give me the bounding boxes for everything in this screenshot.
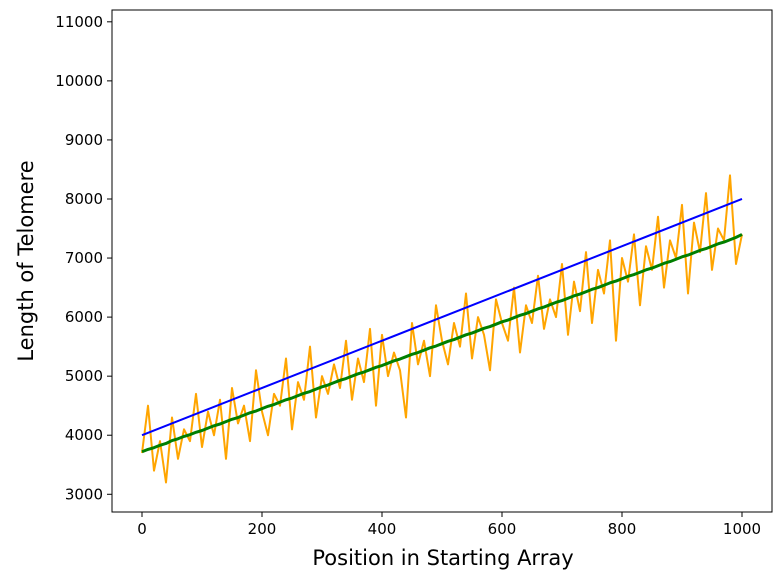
y-tick-label: 8000: [65, 190, 103, 208]
y-tick-label: 5000: [65, 367, 103, 385]
y-tick-label: 3000: [65, 485, 103, 503]
plot-frame: [111, 9, 773, 513]
y-tick-label: 11000: [55, 13, 103, 31]
y-tick-label: 4000: [65, 426, 103, 444]
x-tick-label: 1000: [723, 520, 761, 538]
y-tick-label: 9000: [65, 131, 103, 149]
x-tick-label: 200: [248, 520, 277, 538]
x-axis-label: Position in Starting Array: [312, 546, 573, 570]
series-line-3: [141, 233, 743, 454]
y-axis: 3000 4000 5000 6000 7000 8000 9000 10000 11000: [55, 13, 112, 503]
series-layer: [141, 174, 743, 484]
y-tick-label: 6000: [65, 308, 103, 326]
x-axis: 0 200 400 600 800 1000: [137, 512, 761, 538]
x-tick-label: 600: [488, 520, 517, 538]
series-line-1: [141, 174, 743, 484]
y-tick-label: 10000: [55, 72, 103, 90]
x-tick-label: 400: [368, 520, 397, 538]
x-tick-label: 0: [137, 520, 147, 538]
x-tick-label: 800: [608, 520, 637, 538]
series-line-2: [141, 198, 743, 437]
y-tick-label: 7000: [65, 249, 103, 267]
y-axis-label: Length of Telomere: [14, 160, 38, 361]
